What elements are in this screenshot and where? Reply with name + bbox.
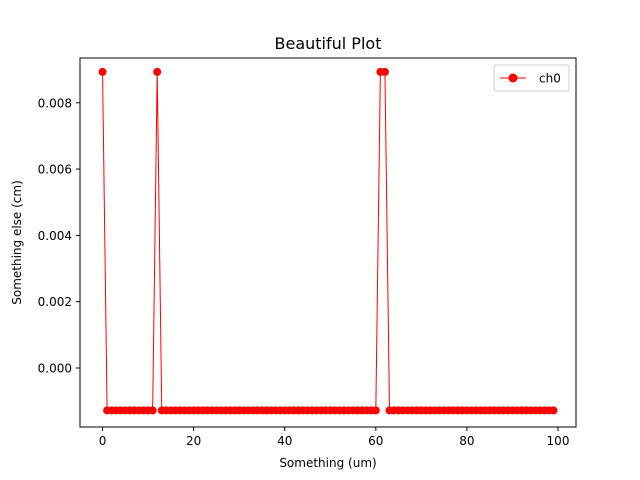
legend-marker-ch0 bbox=[508, 73, 518, 83]
x-tick-label: 0 bbox=[99, 434, 107, 448]
y-tick-label: 0.000 bbox=[38, 361, 72, 375]
data-point bbox=[98, 67, 107, 76]
x-tick-label: 20 bbox=[186, 434, 201, 448]
x-axis-label: Something (um) bbox=[279, 456, 376, 470]
y-tick-label: 0.008 bbox=[38, 96, 72, 110]
y-tick-label: 0.002 bbox=[38, 295, 72, 309]
legend-label-ch0: ch0 bbox=[539, 72, 561, 86]
data-point bbox=[380, 67, 389, 76]
y-axis-label: Something else (cm) bbox=[10, 180, 24, 305]
data-point bbox=[153, 67, 162, 76]
x-tick-label: 100 bbox=[547, 434, 570, 448]
y-tick-label: 0.004 bbox=[38, 229, 72, 243]
chart-title: Beautiful Plot bbox=[275, 34, 382, 53]
data-point bbox=[549, 406, 558, 415]
x-tick-label: 60 bbox=[368, 434, 383, 448]
axis-ticks: 0 20 40 60 80 100 0.000 0.002 0.004 0.006 0.008 bbox=[38, 96, 570, 448]
plot-frame bbox=[79, 57, 577, 428]
x-tick-label: 40 bbox=[277, 434, 292, 448]
plot-area bbox=[98, 67, 558, 415]
x-tick-label: 80 bbox=[459, 434, 474, 448]
legend-box bbox=[493, 64, 570, 92]
y-tick-label: 0.006 bbox=[38, 163, 72, 177]
data-point bbox=[148, 406, 157, 415]
legend: ch0 bbox=[493, 64, 570, 92]
data-point bbox=[371, 406, 380, 415]
